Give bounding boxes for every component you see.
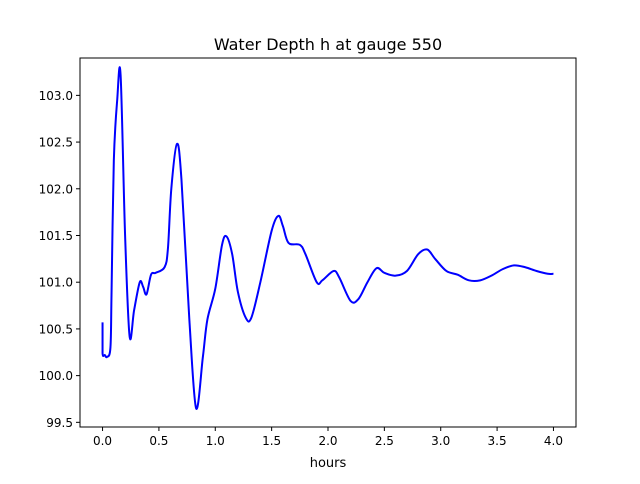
y-tick-label: 100.5 [39, 322, 73, 336]
x-tick-label: 3.5 [488, 434, 507, 448]
y-axis-ticks: 99.5 100.0 100.5 101.0 101.5 102.0 102.5 103.0 [39, 89, 80, 430]
x-tick-label: 1.5 [262, 434, 281, 448]
y-tick-label: 102.0 [39, 182, 73, 196]
x-tick-label: 0.0 [93, 434, 112, 448]
chart-title: Water Depth h at gauge 550 [214, 35, 442, 54]
x-tick-label: 2.5 [375, 434, 394, 448]
y-tick-label: 100.0 [39, 369, 73, 383]
y-tick-label: 101.0 [39, 276, 73, 290]
x-axis-ticks: 0.0 0.5 1.0 1.5 2.0 2.5 3.0 3.5 4.0 [93, 427, 563, 448]
y-tick-label: 103.0 [39, 89, 73, 103]
x-axis-label: hours [310, 456, 347, 471]
x-tick-label: 4.0 [544, 434, 563, 448]
plot-frame [79, 57, 577, 428]
y-tick-label: 101.5 [39, 229, 73, 243]
series-line-h [101, 66, 554, 410]
x-tick-label: 1.0 [206, 434, 225, 448]
x-tick-label: 3.0 [431, 434, 450, 448]
y-tick-label: 102.5 [39, 136, 73, 150]
y-tick-label: 99.5 [46, 416, 73, 430]
x-tick-label: 0.5 [149, 434, 168, 448]
x-tick-label: 2.0 [318, 434, 337, 448]
